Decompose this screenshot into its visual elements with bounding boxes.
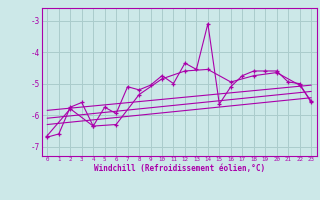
X-axis label: Windchill (Refroidissement éolien,°C): Windchill (Refroidissement éolien,°C): [94, 164, 265, 173]
